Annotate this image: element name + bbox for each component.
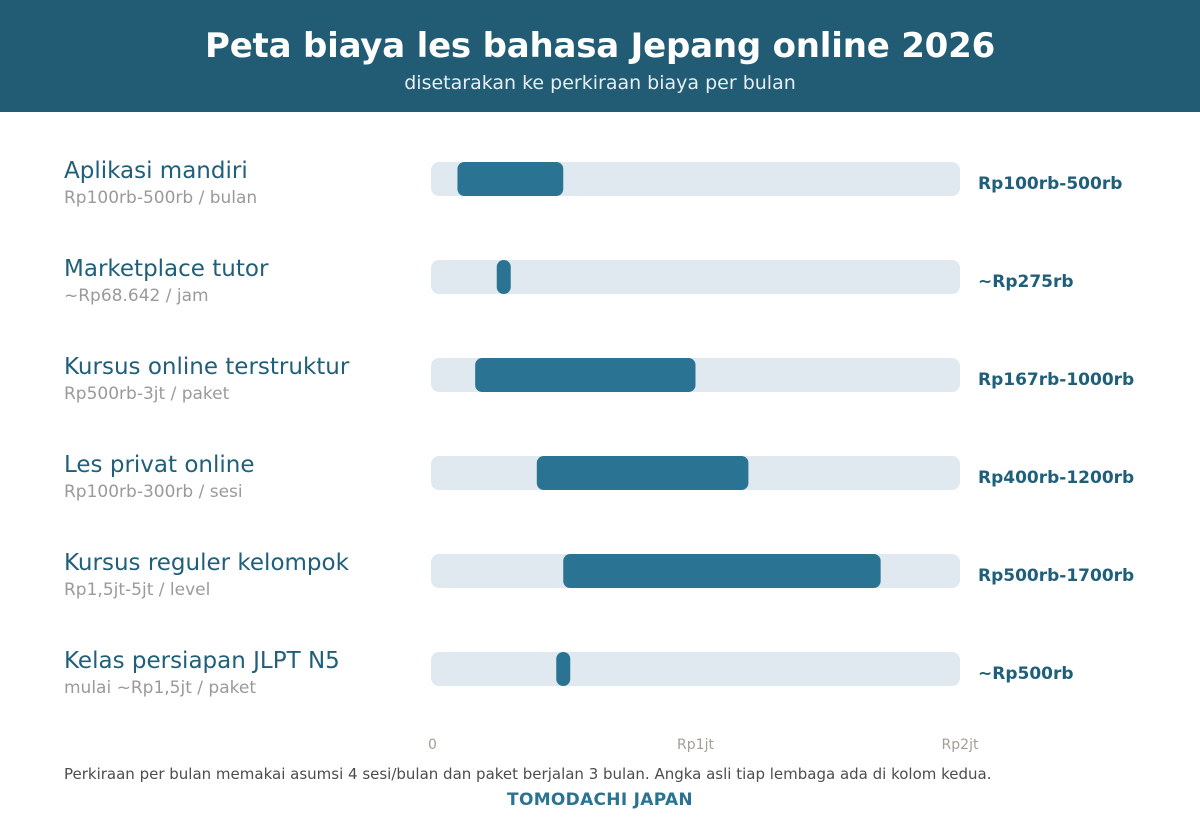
value-label: ~Rp500rb: [978, 664, 1074, 684]
x-tick-label: 0: [428, 737, 437, 753]
bar-track: [431, 652, 960, 686]
value-label: Rp400rb-1200rb: [978, 468, 1134, 488]
category-raw-price: Rp100rb-500rb / bulan: [64, 188, 257, 208]
bar-track: [431, 260, 960, 294]
category-label: Marketplace tutor: [64, 256, 269, 282]
chart-subtitle: disetarakan ke perkiraan biaya per bulan: [404, 72, 796, 94]
value-label: ~Rp275rb: [978, 272, 1074, 292]
category-raw-price: Rp1,5jt-5jt / level: [64, 580, 210, 600]
range-bar-chart: Aplikasi mandiri Rp100rb-500rb / bulan Rp1…: [64, 158, 1134, 753]
x-tick-label: Rp1jt: [677, 737, 714, 753]
range-bar: [457, 162, 564, 196]
range-bar: [536, 456, 749, 490]
range-bar: [496, 260, 511, 294]
category-label: Les privat online: [64, 452, 255, 478]
range-bar: [556, 652, 571, 686]
category-label: Aplikasi mandiri: [64, 158, 248, 184]
category-raw-price: ~Rp68.642 / jam: [64, 286, 209, 306]
category-label: Kursus online terstruktur: [64, 354, 350, 380]
value-label: Rp100rb-500rb: [978, 174, 1122, 194]
x-tick-label: Rp2jt: [942, 737, 979, 753]
range-bar: [563, 554, 881, 588]
chart-title: Peta biaya les bahasa Jepang online 2026: [204, 26, 996, 66]
brand-name: TOMODACHI JAPAN: [507, 790, 693, 810]
category-raw-price: mulai ~Rp1,5jt / paket: [64, 678, 256, 698]
category-raw-price: Rp100rb-300rb / sesi: [64, 482, 243, 502]
range-bar: [475, 358, 696, 392]
chart-header: Peta biaya les bahasa Jepang online 2026…: [0, 0, 1200, 112]
category-label: Kelas persiapan JLPT N5: [64, 648, 340, 674]
value-label: Rp167rb-1000rb: [978, 370, 1134, 390]
value-label: Rp500rb-1700rb: [978, 566, 1134, 586]
category-raw-price: Rp500rb-3jt / paket: [64, 384, 230, 404]
category-label: Kursus reguler kelompok: [64, 550, 350, 576]
footnote: Perkiraan per bulan memakai asumsi 4 ses…: [64, 765, 992, 783]
